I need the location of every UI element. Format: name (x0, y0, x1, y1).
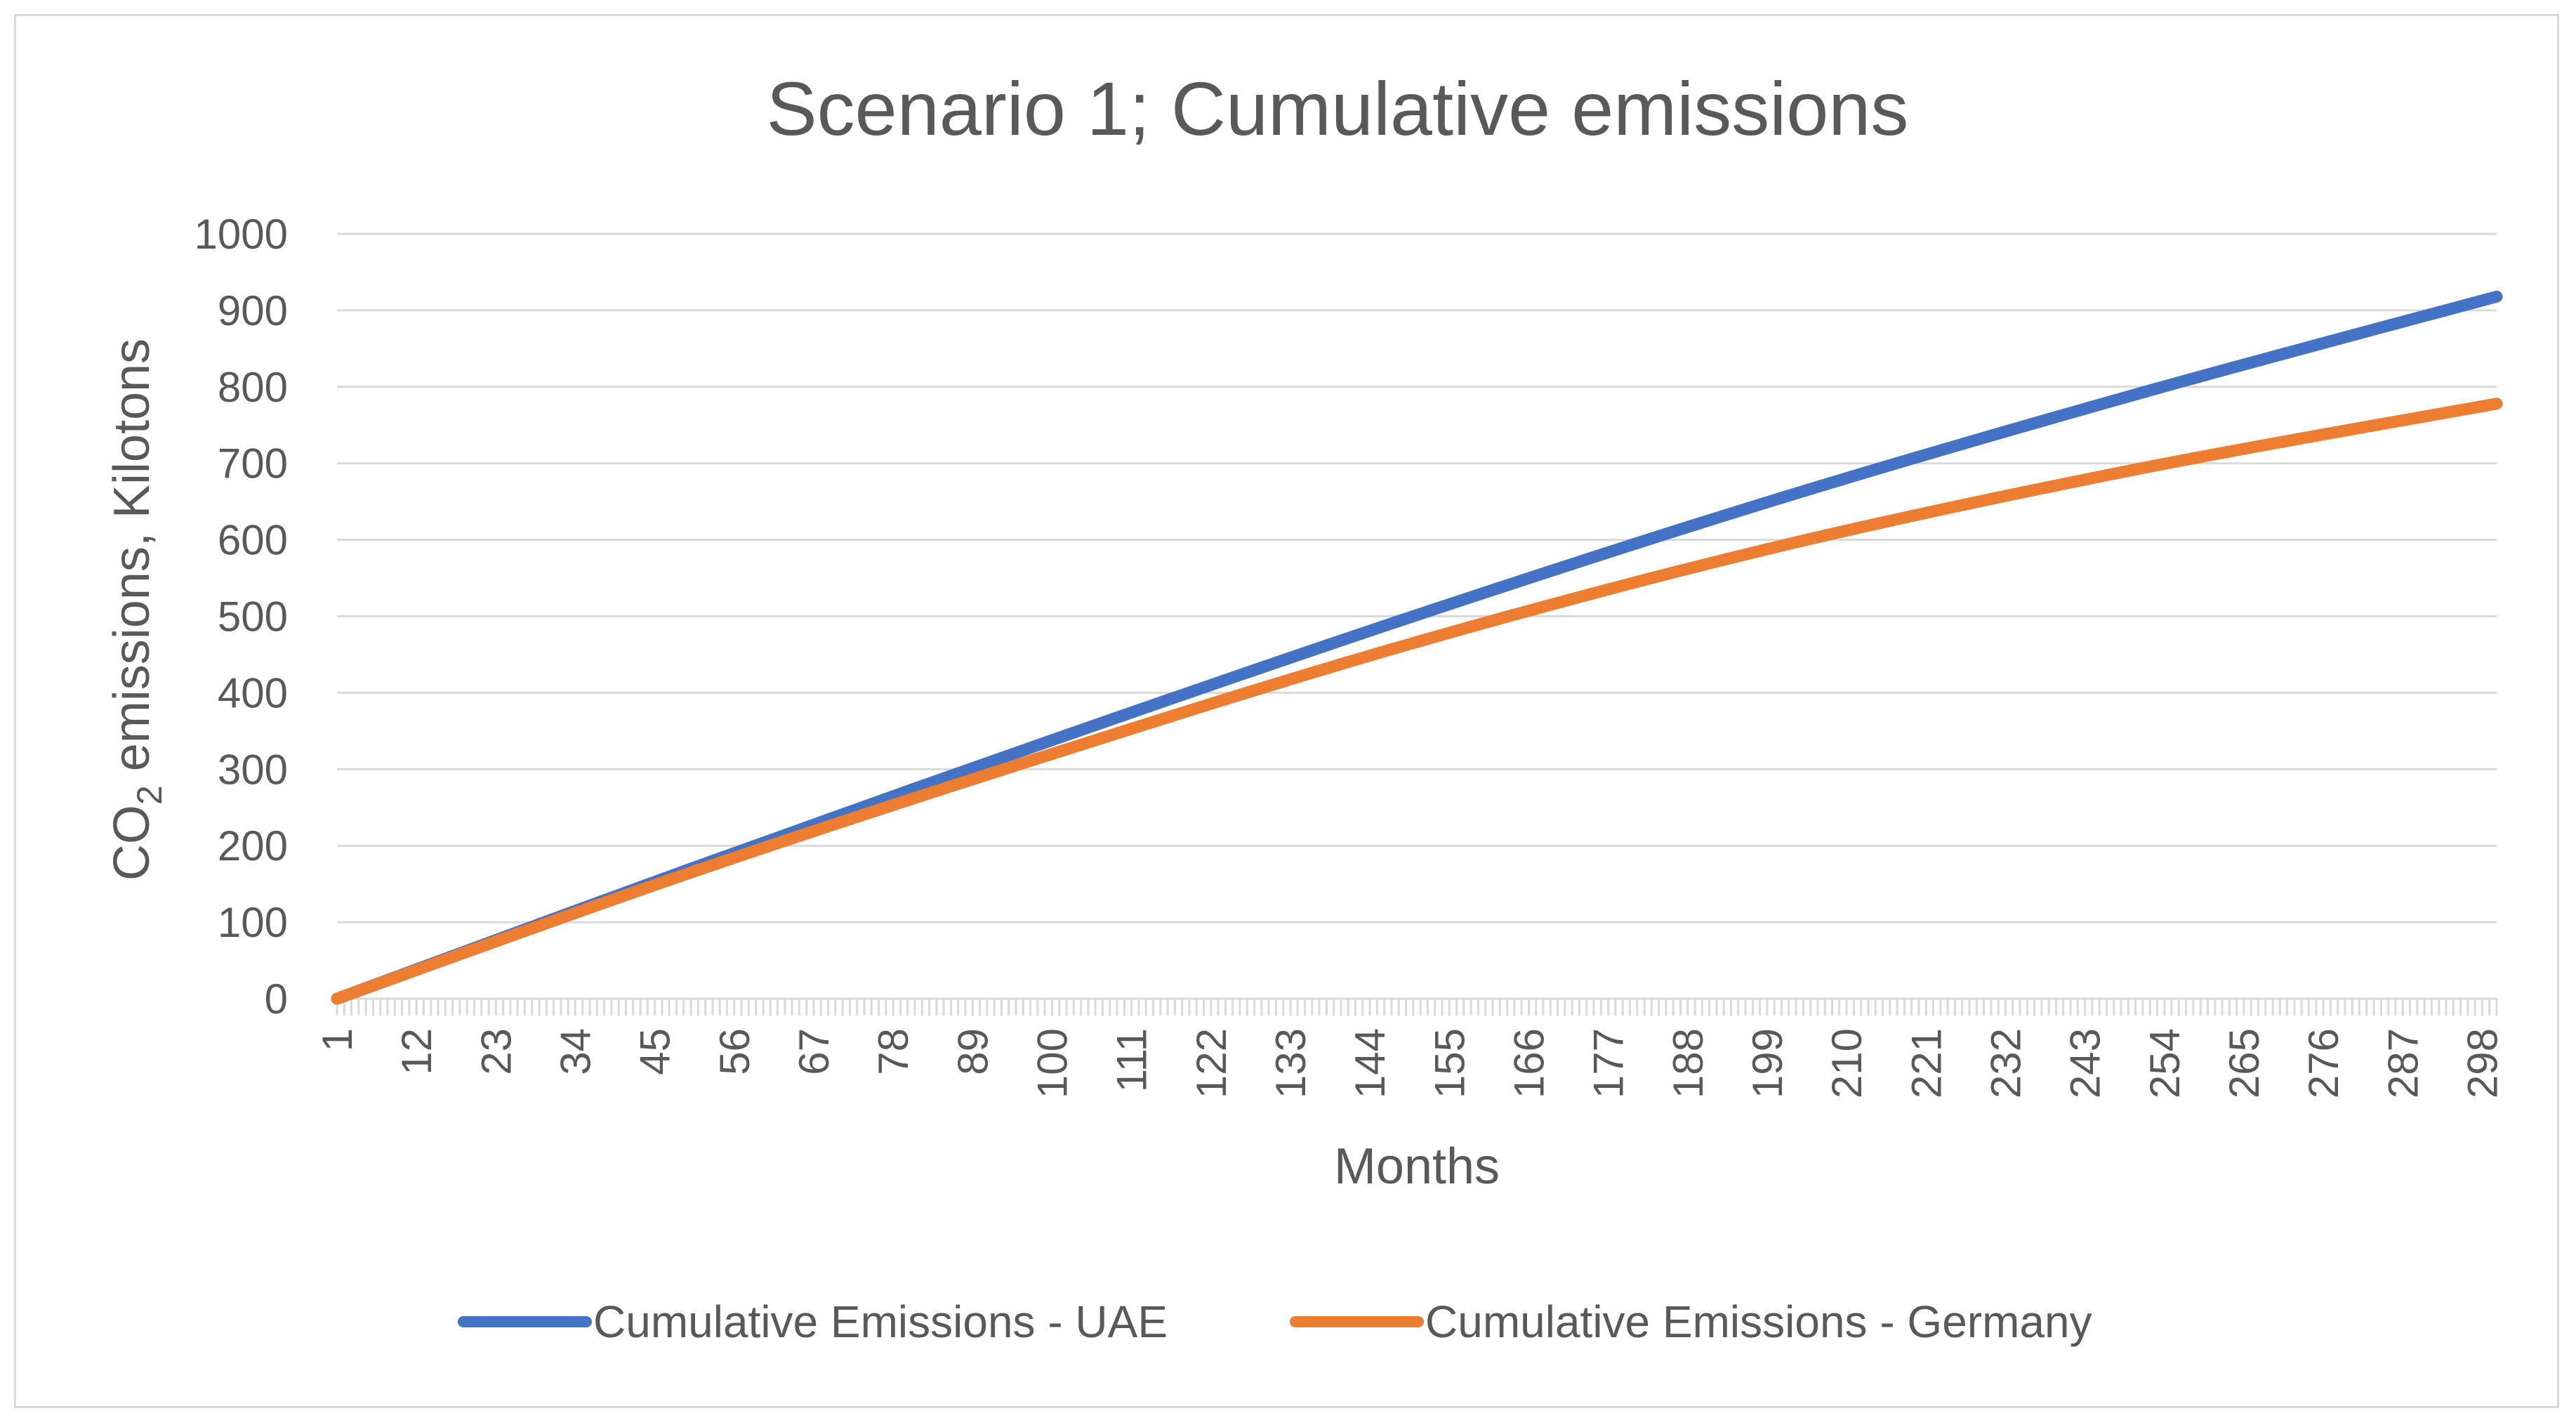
gridlines (337, 232, 2497, 924)
x-tick-label: 298 (2459, 1028, 2506, 1098)
x-tick-label: 254 (2141, 1028, 2188, 1098)
y-axis-title-prefix: CO (104, 805, 160, 881)
x-tick-label: 133 (1267, 1028, 1314, 1098)
x-tick-label: 188 (1665, 1028, 1712, 1098)
x-tick-label: 177 (1585, 1028, 1632, 1098)
x-tick-label: 23 (473, 1028, 520, 1075)
y-tick-labels: 0 100 200 300 400 500 600 700 800 900 1000 (194, 211, 288, 1023)
y-tick-label: 900 (218, 287, 288, 334)
y-axis-title-subscript: 2 (130, 785, 169, 805)
chart-frame (14, 14, 2559, 1408)
y-tick-label: 700 (218, 440, 288, 487)
y-tick-label: 600 (218, 517, 288, 564)
chart-title: Scenario 1; Cumulative emissions (767, 66, 1909, 151)
x-tick-label: 221 (1903, 1028, 1950, 1098)
x-tick-label: 265 (2221, 1028, 2268, 1098)
x-tick-label: 45 (632, 1028, 679, 1075)
x-tick-label: 155 (1426, 1028, 1473, 1098)
y-axis-title-suffix: emissions, Kilotons (104, 339, 160, 785)
y-axis-title: CO2 emissions, Kilotons (104, 339, 169, 881)
x-tick-label: 144 (1347, 1028, 1394, 1098)
x-tick-label: 56 (711, 1028, 758, 1075)
legend-label-germany: Cumulative Emissions - Germany (1425, 1296, 2092, 1347)
legend: Cumulative Emissions - UAE Cumulative Em… (458, 1296, 2092, 1347)
series-line-1 (331, 398, 2503, 1005)
y-tick-label: 200 (218, 822, 288, 869)
x-tick-label: 89 (949, 1028, 996, 1075)
y-tick-label: 800 (218, 364, 288, 411)
x-tick-label: 287 (2379, 1028, 2426, 1098)
x-tick-label: 111 (1109, 1028, 1156, 1092)
x-axis-title: Months (1334, 1138, 1500, 1195)
x-tick-label: 276 (2300, 1028, 2347, 1098)
x-tick-label: 122 (1188, 1028, 1235, 1098)
x-tick-label: 34 (552, 1028, 599, 1075)
x-tick-label: 243 (2062, 1028, 2109, 1098)
x-tick-label: 78 (870, 1028, 917, 1075)
x-axis-minor-ticks (336, 999, 2498, 1016)
y-tick-label: 1000 (194, 211, 288, 258)
x-tick-label: 210 (1823, 1028, 1870, 1098)
series-lines (331, 290, 2503, 1005)
y-tick-label: 400 (218, 669, 288, 716)
x-tick-label: 1 (314, 1028, 361, 1051)
x-tick-labels: 1 12 23 34 45 56 67 78 89 100 111 122 133 144 155 166 17… (314, 1028, 2506, 1098)
x-tick-label: 12 (393, 1028, 440, 1075)
x-tick-label: 232 (1982, 1028, 2029, 1098)
x-tick-label: 100 (1029, 1028, 1076, 1098)
x-tick-label: 67 (791, 1028, 838, 1075)
y-tick-label: 0 (265, 976, 288, 1023)
x-tick-label: 166 (1505, 1028, 1552, 1098)
y-tick-label: 100 (218, 899, 288, 946)
y-tick-label: 500 (218, 593, 288, 641)
legend-label-uae: Cumulative Emissions - UAE (593, 1296, 1168, 1347)
y-tick-label: 300 (218, 746, 288, 793)
x-axis (336, 997, 2498, 1016)
x-tick-label: 199 (1744, 1028, 1791, 1098)
